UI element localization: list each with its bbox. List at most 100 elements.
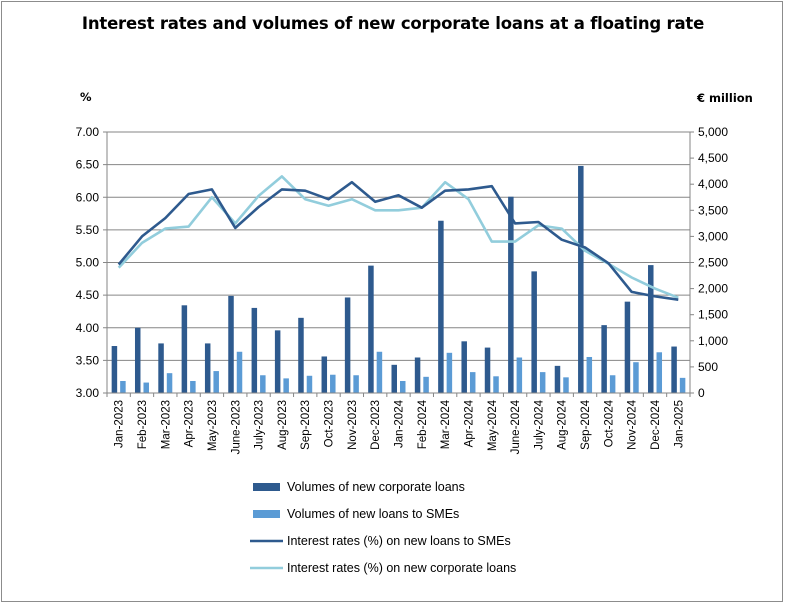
- legend-label: Interest rates (%) on new corporate loan…: [287, 561, 516, 575]
- left-tick-label: 7.00: [76, 125, 100, 139]
- legend-swatch: [253, 483, 280, 491]
- x-tick-label: Jan-2025: [673, 400, 685, 448]
- right-tick-label: 0: [698, 386, 705, 400]
- right-tick-label: 4,000: [698, 177, 728, 191]
- bar-corporate-volume: [181, 305, 188, 393]
- bar-sme-volume: [190, 380, 196, 393]
- bar-corporate-volume: [274, 330, 281, 393]
- bar-sme-volume: [469, 372, 476, 393]
- bar-sme-volume: [423, 376, 429, 393]
- x-tick-label: June-2023: [230, 400, 242, 454]
- bar-corporate-volume: [601, 325, 607, 393]
- right-tick-label: 2,500: [698, 256, 728, 270]
- x-tick-label: Oct-2024: [603, 399, 615, 447]
- bar-corporate-volume: [554, 365, 561, 393]
- line-corporate-rate: [117, 175, 679, 299]
- x-tick-label: Nov-2023: [347, 400, 359, 450]
- x-tick-label: June-2024: [510, 399, 522, 454]
- right-tick-label: 3,000: [698, 229, 728, 243]
- bar-corporate-volume: [484, 347, 491, 393]
- right-axis-label: € million: [697, 91, 753, 105]
- x-tick-label: Oct-2023: [324, 400, 336, 447]
- x-tick-label: Jan-2024: [394, 399, 406, 448]
- bar-corporate-volume: [228, 295, 234, 393]
- right-tick-label: 3,500: [698, 203, 728, 217]
- bar-corporate-volume: [321, 356, 328, 393]
- x-tick-label: Apr-2024: [463, 399, 475, 447]
- legend-swatch: [253, 510, 280, 518]
- right-tick-label: 1,500: [698, 308, 728, 322]
- legend-label: Volumes of new loans to SMEs: [287, 507, 459, 521]
- x-tick-label: Mar-2023: [160, 400, 172, 449]
- bar-corporate-volume: [111, 346, 118, 393]
- left-axis-label: %: [80, 90, 92, 104]
- x-tick-label: Feb-2023: [137, 400, 149, 449]
- bar-corporate-volume: [531, 271, 537, 393]
- bar-sme-volume: [283, 378, 289, 393]
- bar-corporate-volume: [391, 364, 397, 393]
- right-tick-label: 2,000: [698, 282, 728, 296]
- x-tick-label: Aug-2023: [277, 400, 289, 450]
- right-tick-label: 500: [698, 360, 718, 374]
- bar-corporate-volume: [298, 317, 304, 393]
- bar-sme-volume: [633, 362, 639, 393]
- chart-title: Interest rates and volumes of new corpor…: [81, 14, 705, 33]
- x-tick-label: May-2023: [207, 400, 219, 451]
- bar-sme-volume: [306, 375, 313, 393]
- bar-corporate-volume: [368, 265, 374, 393]
- bar-sme-volume: [609, 375, 616, 393]
- bar-sme-volume: [166, 373, 173, 393]
- x-tick-label: Apr-2023: [184, 400, 196, 447]
- bar-sme-volume: [400, 380, 406, 393]
- bar-sme-volume: [260, 375, 266, 393]
- bar-corporate-volume: [204, 343, 211, 393]
- x-tick-label: Mar-2024: [440, 399, 452, 449]
- right-tick-label: 4,500: [698, 151, 728, 165]
- x-tick-label: Dec-2024: [650, 399, 662, 449]
- x-tick-label: Feb-2024: [417, 399, 429, 449]
- bar-sme-volume: [236, 351, 243, 393]
- x-tick-label: May-2024: [487, 399, 499, 451]
- left-tick-label: 3.50: [76, 353, 100, 367]
- bar-sme-volume: [656, 352, 663, 393]
- left-tick-label: 3.00: [76, 386, 100, 400]
- x-tick-label: July-2023: [254, 400, 266, 450]
- bar-sme-volume: [376, 351, 383, 393]
- bar-corporate-volume: [624, 301, 631, 393]
- bar-sme-volume: [539, 372, 546, 393]
- x-tick-label: Nov-2024: [627, 399, 639, 449]
- bar-sme-volume: [493, 376, 499, 393]
- x-tick-label: Aug-2024: [557, 399, 569, 449]
- bar-sme-volume: [213, 371, 219, 393]
- bar-corporate-volume: [251, 307, 258, 393]
- bar-corporate-volume: [461, 341, 467, 393]
- bar-sme-volume: [679, 377, 686, 393]
- bar-corporate-volume: [158, 343, 164, 393]
- x-tick-label: July-2024: [533, 399, 545, 449]
- bar-sme-volume: [516, 357, 523, 393]
- x-tick-label: Sep-2024: [580, 399, 592, 449]
- left-tick-label: 4.50: [76, 288, 100, 302]
- bar-sme-volume: [143, 382, 149, 393]
- bar-corporate-volume: [134, 327, 141, 393]
- x-tick-label: Jan-2023: [114, 400, 126, 448]
- bar-corporate-volume: [344, 297, 351, 393]
- left-tick-label: 4.00: [76, 321, 100, 335]
- right-tick-label: 1,000: [698, 334, 728, 348]
- bar-sme-volume: [563, 377, 569, 393]
- x-tick-label: Sep-2023: [300, 400, 312, 450]
- bar-sme-volume: [446, 352, 453, 393]
- bar-sme-volume: [353, 375, 359, 393]
- bar-corporate-volume: [414, 357, 421, 393]
- right-tick-label: 5,000: [698, 125, 728, 139]
- left-tick-label: 6.00: [76, 190, 100, 204]
- bar-corporate-volume: [508, 196, 514, 393]
- bar-corporate-volume: [671, 346, 677, 393]
- bar-sme-volume: [120, 380, 126, 393]
- left-tick-label: 5.50: [76, 223, 100, 237]
- bar-corporate-volume: [578, 165, 584, 393]
- legend-label: Interest rates (%) on new loans to SMEs: [287, 534, 511, 548]
- left-tick-label: 5.00: [76, 256, 100, 270]
- bar-sme-volume: [586, 356, 593, 393]
